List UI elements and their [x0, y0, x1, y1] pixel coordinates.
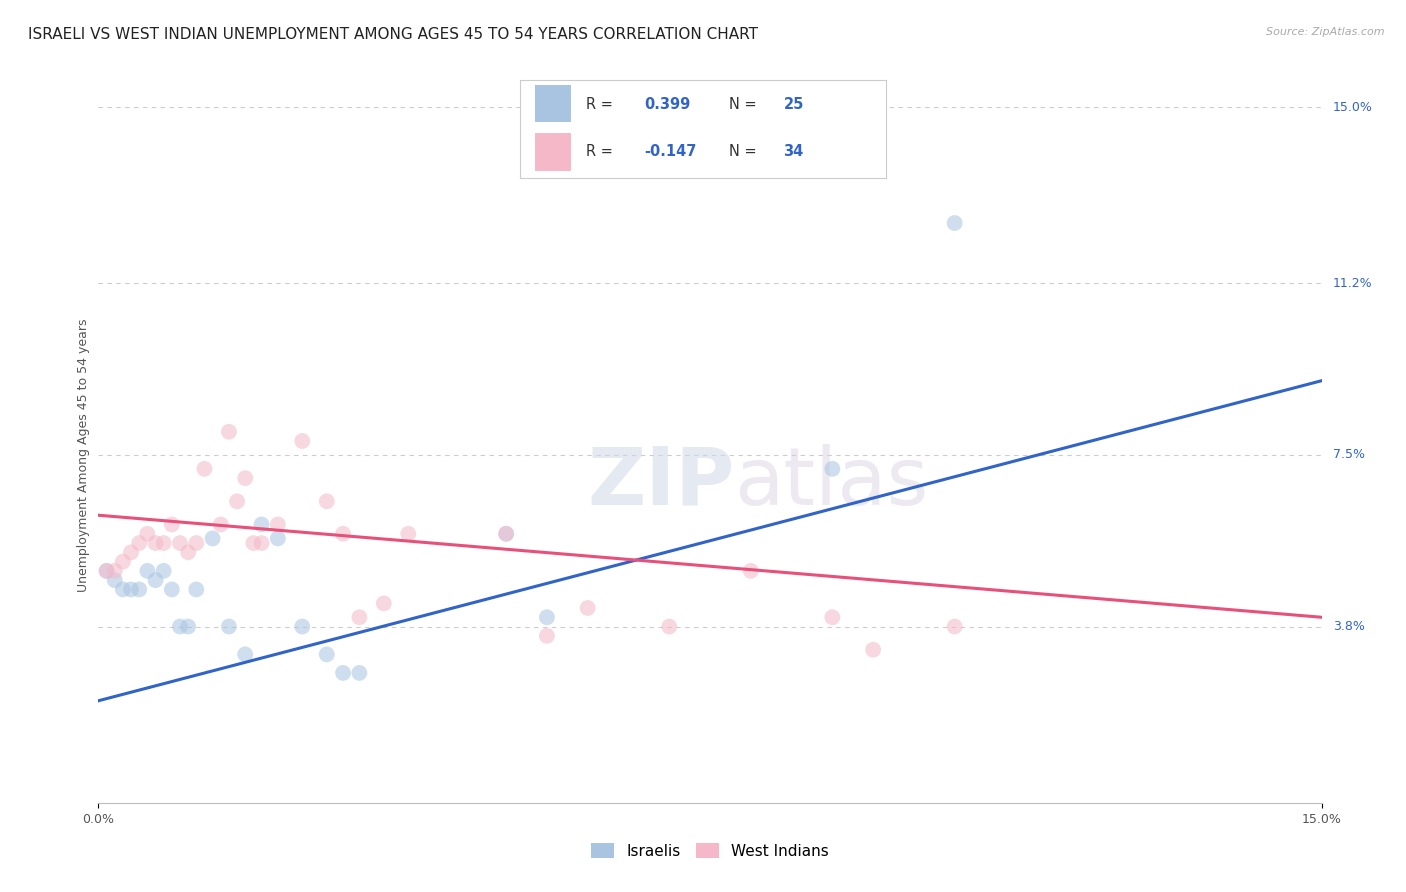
Text: R =: R = [586, 145, 617, 160]
Text: R =: R = [586, 97, 617, 112]
Point [120, 545, 142, 559]
Text: 3.8%: 3.8% [1333, 620, 1365, 633]
Text: 7.5%: 7.5% [1333, 449, 1365, 461]
Point [186, 536, 208, 550]
Point [186, 582, 208, 597]
Point [233, 471, 256, 485]
Point [267, 517, 290, 532]
Point [136, 526, 159, 541]
Point [111, 555, 134, 569]
Point [145, 536, 167, 550]
Point [250, 536, 273, 550]
Point [169, 536, 191, 550]
Point [740, 564, 762, 578]
Point [821, 462, 844, 476]
Text: atlas: atlas [734, 443, 929, 522]
Point [495, 526, 517, 541]
FancyBboxPatch shape [534, 133, 571, 170]
Point [128, 582, 150, 597]
Point [128, 536, 150, 550]
Point [862, 642, 884, 657]
Point [349, 665, 371, 680]
Text: ZIP: ZIP [588, 443, 734, 522]
Point [349, 610, 371, 624]
Point [177, 619, 200, 633]
Point [96, 564, 118, 578]
Point [242, 536, 264, 550]
Point [315, 494, 337, 508]
Legend: Israelis, West Indians: Israelis, West Indians [585, 837, 835, 864]
Point [145, 573, 167, 587]
Point [332, 526, 354, 541]
Text: -0.147: -0.147 [644, 145, 697, 160]
Point [233, 648, 256, 662]
Point [267, 532, 290, 546]
Point [373, 596, 395, 610]
Text: N =: N = [728, 97, 761, 112]
Point [291, 434, 314, 448]
Point [291, 619, 314, 633]
Point [821, 610, 844, 624]
Point [943, 216, 966, 230]
Point [576, 601, 599, 615]
Text: Source: ZipAtlas.com: Source: ZipAtlas.com [1267, 27, 1385, 37]
Text: 34: 34 [783, 145, 804, 160]
Point [201, 532, 224, 546]
FancyBboxPatch shape [534, 85, 571, 122]
Point [104, 564, 127, 578]
Point [152, 564, 174, 578]
Point [332, 665, 354, 680]
Point [226, 494, 249, 508]
Point [536, 629, 558, 643]
Text: 15.0%: 15.0% [1333, 101, 1372, 113]
Point [209, 517, 232, 532]
Text: 25: 25 [783, 97, 804, 112]
Point [536, 610, 558, 624]
Point [169, 619, 191, 633]
Point [120, 582, 142, 597]
Point [104, 573, 127, 587]
Point [658, 619, 681, 633]
Point [160, 582, 183, 597]
Point [495, 526, 517, 541]
Point [218, 425, 240, 439]
Point [152, 536, 174, 550]
Text: ISRAELI VS WEST INDIAN UNEMPLOYMENT AMONG AGES 45 TO 54 YEARS CORRELATION CHART: ISRAELI VS WEST INDIAN UNEMPLOYMENT AMON… [28, 27, 758, 42]
Point [96, 564, 118, 578]
Point [218, 619, 240, 633]
Point [315, 648, 337, 662]
Point [177, 545, 200, 559]
Text: 11.2%: 11.2% [1333, 277, 1372, 290]
Text: N =: N = [728, 145, 761, 160]
Point [136, 564, 159, 578]
Point [250, 517, 273, 532]
Point [943, 619, 966, 633]
Y-axis label: Unemployment Among Ages 45 to 54 years: Unemployment Among Ages 45 to 54 years [77, 318, 90, 591]
Point [396, 526, 419, 541]
Point [160, 517, 183, 532]
Text: 0.399: 0.399 [644, 97, 690, 112]
Point [111, 582, 134, 597]
Point [193, 462, 215, 476]
